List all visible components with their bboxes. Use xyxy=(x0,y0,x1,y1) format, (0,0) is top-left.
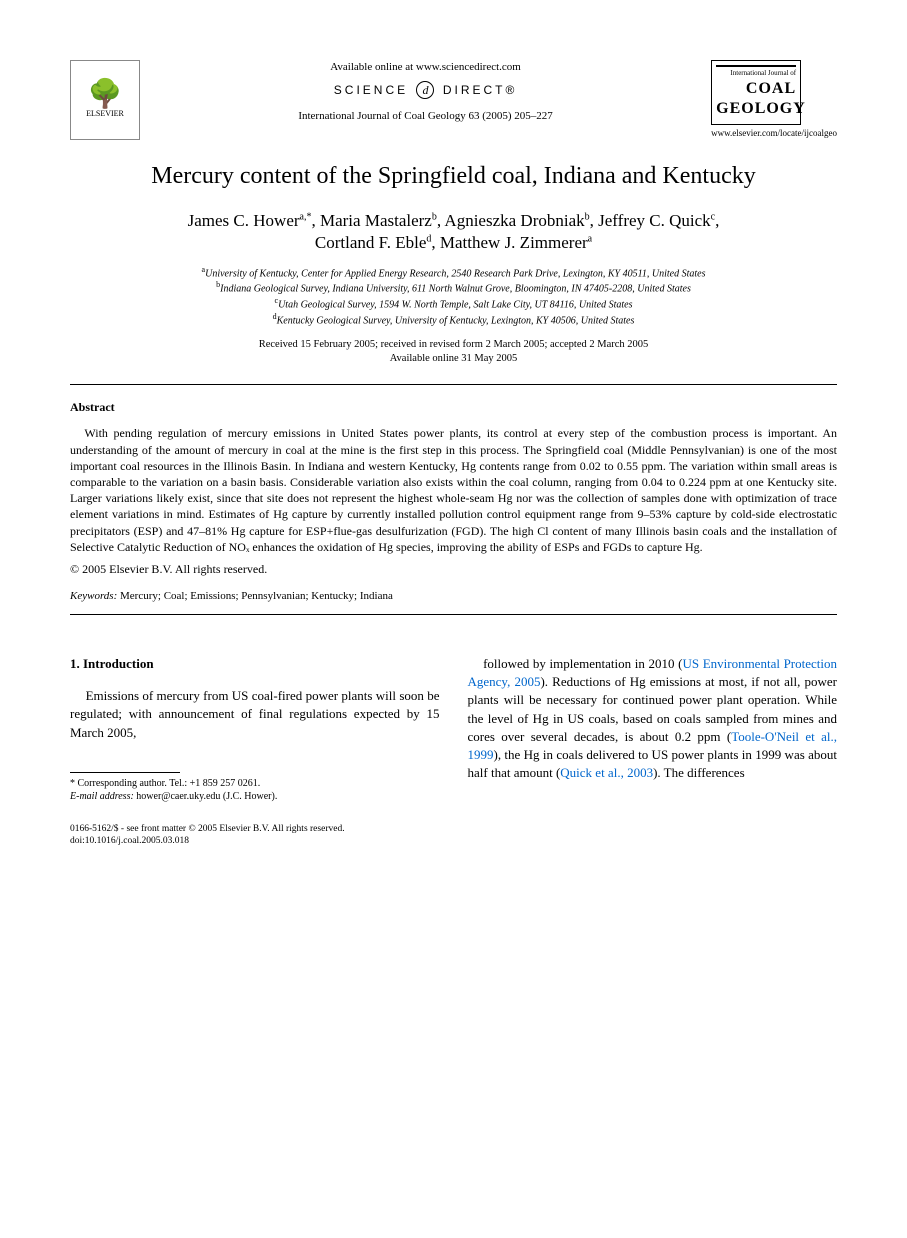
column-left: 1. Introduction Emissions of mercury fro… xyxy=(70,655,440,803)
sd-d-icon: d xyxy=(416,81,434,99)
footnote-rule xyxy=(70,772,180,773)
journal-cover-subtitle: International Journal of xyxy=(716,69,796,78)
affil-c: Utah Geological Survey, 1594 W. North Te… xyxy=(278,300,632,311)
email-line: E-mail address: hower@caer.uky.edu (J.C.… xyxy=(70,790,440,803)
center-header: Available online at www.sciencedirect.co… xyxy=(140,60,711,128)
author-4-affil: c xyxy=(711,212,715,223)
rule-below-keywords xyxy=(70,614,837,615)
section-1-heading: 1. Introduction xyxy=(70,655,440,673)
affil-d: Kentucky Geological Survey, University o… xyxy=(277,315,635,326)
journal-cover: International Journal of COAL GEOLOGY xyxy=(711,60,801,125)
author-4: Jeffrey C. Quick xyxy=(598,211,711,230)
sd-left: SCIENCE xyxy=(334,83,408,97)
journal-cover-title-2: GEOLOGY xyxy=(716,100,796,118)
author-6: Matthew J. Zimmerer xyxy=(440,233,588,252)
abstract-copyright: © 2005 Elsevier B.V. All rights reserved… xyxy=(70,561,837,577)
sciencedirect-logo: SCIENCE d DIRECT® xyxy=(150,81,701,99)
keywords: Keywords: Mercury; Coal; Emissions; Penn… xyxy=(70,589,837,604)
abstract-text: With pending regulation of mercury emiss… xyxy=(70,425,837,555)
author-5: Cortland F. Eble xyxy=(315,233,427,252)
body-columns: 1. Introduction Emissions of mercury fro… xyxy=(70,655,837,803)
keywords-label: Keywords: xyxy=(70,590,117,602)
elsevier-label: ELSEVIER xyxy=(86,109,124,120)
journal-url: www.elsevier.com/locate/ijcoalgeo xyxy=(711,127,837,139)
footnotes: * Corresponding author. Tel.: +1 859 257… xyxy=(70,777,440,803)
elsevier-tree-icon: 🌳 xyxy=(88,81,123,109)
article-title: Mercury content of the Springfield coal,… xyxy=(70,160,837,192)
dates-line1: Received 15 February 2005; received in r… xyxy=(259,339,649,350)
available-online-text: Available online at www.sciencedirect.co… xyxy=(150,60,701,75)
affiliations: aUniversity of Kentucky, Center for Appl… xyxy=(70,265,837,328)
journal-cover-title-1: COAL xyxy=(716,80,796,98)
intro-para-right: followed by implementation in 2010 (US E… xyxy=(468,655,838,782)
author-6-affil: a xyxy=(588,234,592,245)
author-3-affil: b xyxy=(585,212,590,223)
doi-line: doi:10.1016/j.coal.2005.03.018 xyxy=(70,835,837,847)
author-list: James C. Howera,*, Maria Mastalerzb, Agn… xyxy=(70,210,837,254)
article-dates: Received 15 February 2005; received in r… xyxy=(70,338,837,366)
column-right: followed by implementation in 2010 (US E… xyxy=(468,655,838,803)
rule-above-abstract xyxy=(70,384,837,385)
cite-quick-2003[interactable]: Quick et al., 2003 xyxy=(560,765,653,780)
author-5-affil: d xyxy=(426,234,431,245)
dates-line2: Available online 31 May 2005 xyxy=(390,353,518,364)
affil-a: University of Kentucky, Center for Appli… xyxy=(205,268,705,279)
abstract-body: With pending regulation of mercury emiss… xyxy=(70,425,837,555)
sd-right: DIRECT® xyxy=(443,83,518,97)
abstract-heading: Abstract xyxy=(70,399,837,415)
email-label: E-mail address: xyxy=(70,791,134,802)
author-1-affil: a,* xyxy=(300,212,312,223)
author-2: Maria Mastalerz xyxy=(320,211,432,230)
author-1: James C. Hower xyxy=(188,211,300,230)
page-footer: 0166-5162/$ - see front matter © 2005 El… xyxy=(70,823,837,848)
affil-b: Indiana Geological Survey, Indiana Unive… xyxy=(220,284,691,295)
corresponding-author: * Corresponding author. Tel.: +1 859 257… xyxy=(70,777,440,790)
elsevier-logo: 🌳 ELSEVIER xyxy=(70,60,140,140)
keywords-text: Mercury; Coal; Emissions; Pennsylvanian;… xyxy=(117,590,393,602)
page-header: 🌳 ELSEVIER Available online at www.scien… xyxy=(70,60,837,140)
author-2-affil: b xyxy=(432,212,437,223)
journal-cover-block: International Journal of COAL GEOLOGY ww… xyxy=(711,60,837,139)
author-3: Agnieszka Drobniak xyxy=(444,211,584,230)
intro-para-left: Emissions of mercury from US coal-fired … xyxy=(70,687,440,742)
front-matter-line: 0166-5162/$ - see front matter © 2005 El… xyxy=(70,823,837,835)
journal-reference: International Journal of Coal Geology 63… xyxy=(150,109,701,124)
email-value: hower@caer.uky.edu (J.C. Hower). xyxy=(134,791,278,802)
